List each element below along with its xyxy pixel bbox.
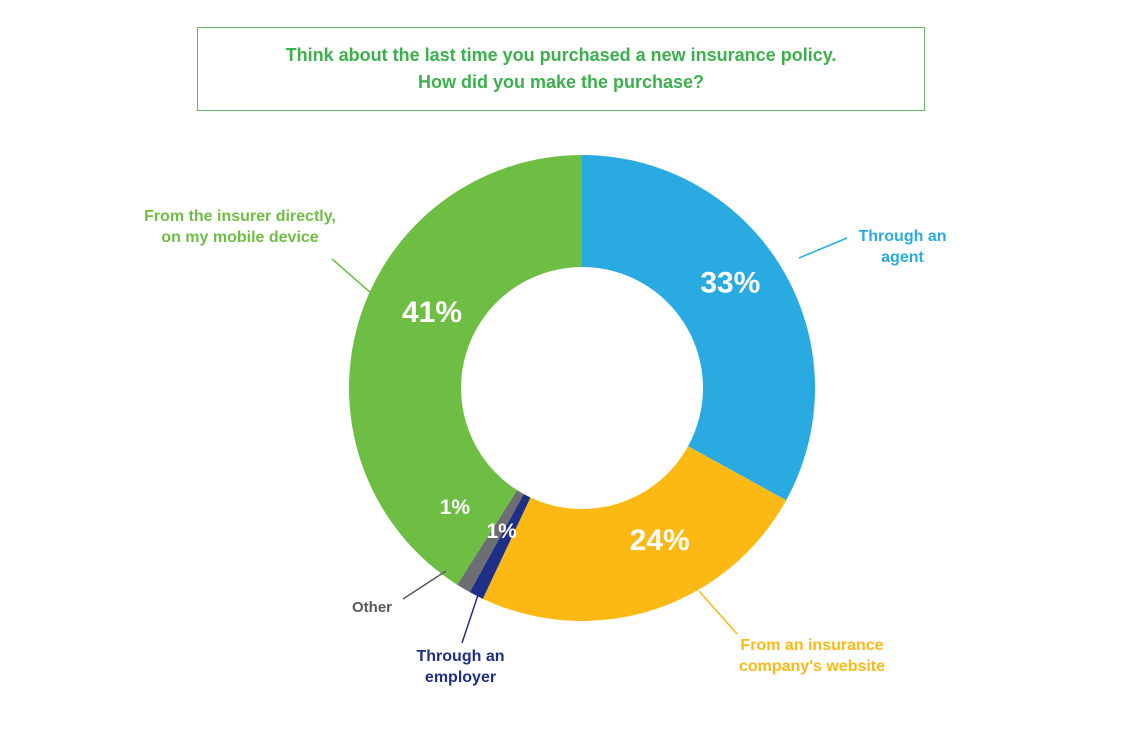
leader-line-other [402,570,447,600]
donut-slice-agent [582,155,815,501]
slice-label-other: Other [352,599,393,616]
percent-label-other: 1% [440,496,471,519]
percent-label-insurance-website: 24% [630,524,690,557]
leader-line-agent [798,237,848,259]
question-box: Think about the last time you purchased … [197,27,925,111]
donut-slice-employer [469,494,531,599]
donut-slice-insurer-mobile [349,154,582,585]
leader-line-employer [461,591,480,644]
question-line-2: How did you make the purchase? [417,72,705,92]
slice-label-insurer-mobile: From the insurer directly, on my mobile … [144,208,336,246]
slice-label-agent: Through an agent [858,228,947,266]
donut-slice-insurance-website [482,446,787,621]
percent-label-agent: 33% [700,266,760,299]
percent-label-insurer-mobile: 41% [402,296,462,329]
donut-slice-other [457,490,524,593]
question-line-1: Think about the last time you purchased … [285,45,837,65]
slice-label-employer: Through an employer [416,648,505,686]
slice-label-insurance-website: From an insurance company's website [738,637,886,675]
leader-line-insurance-website [698,590,738,635]
leader-line-insurer-mobile [331,258,372,294]
percent-label-employer: 1% [486,520,517,543]
donut-percent-labels: 33% 24% 1% 1% 41% [402,266,760,556]
donut-slices [349,154,815,621]
